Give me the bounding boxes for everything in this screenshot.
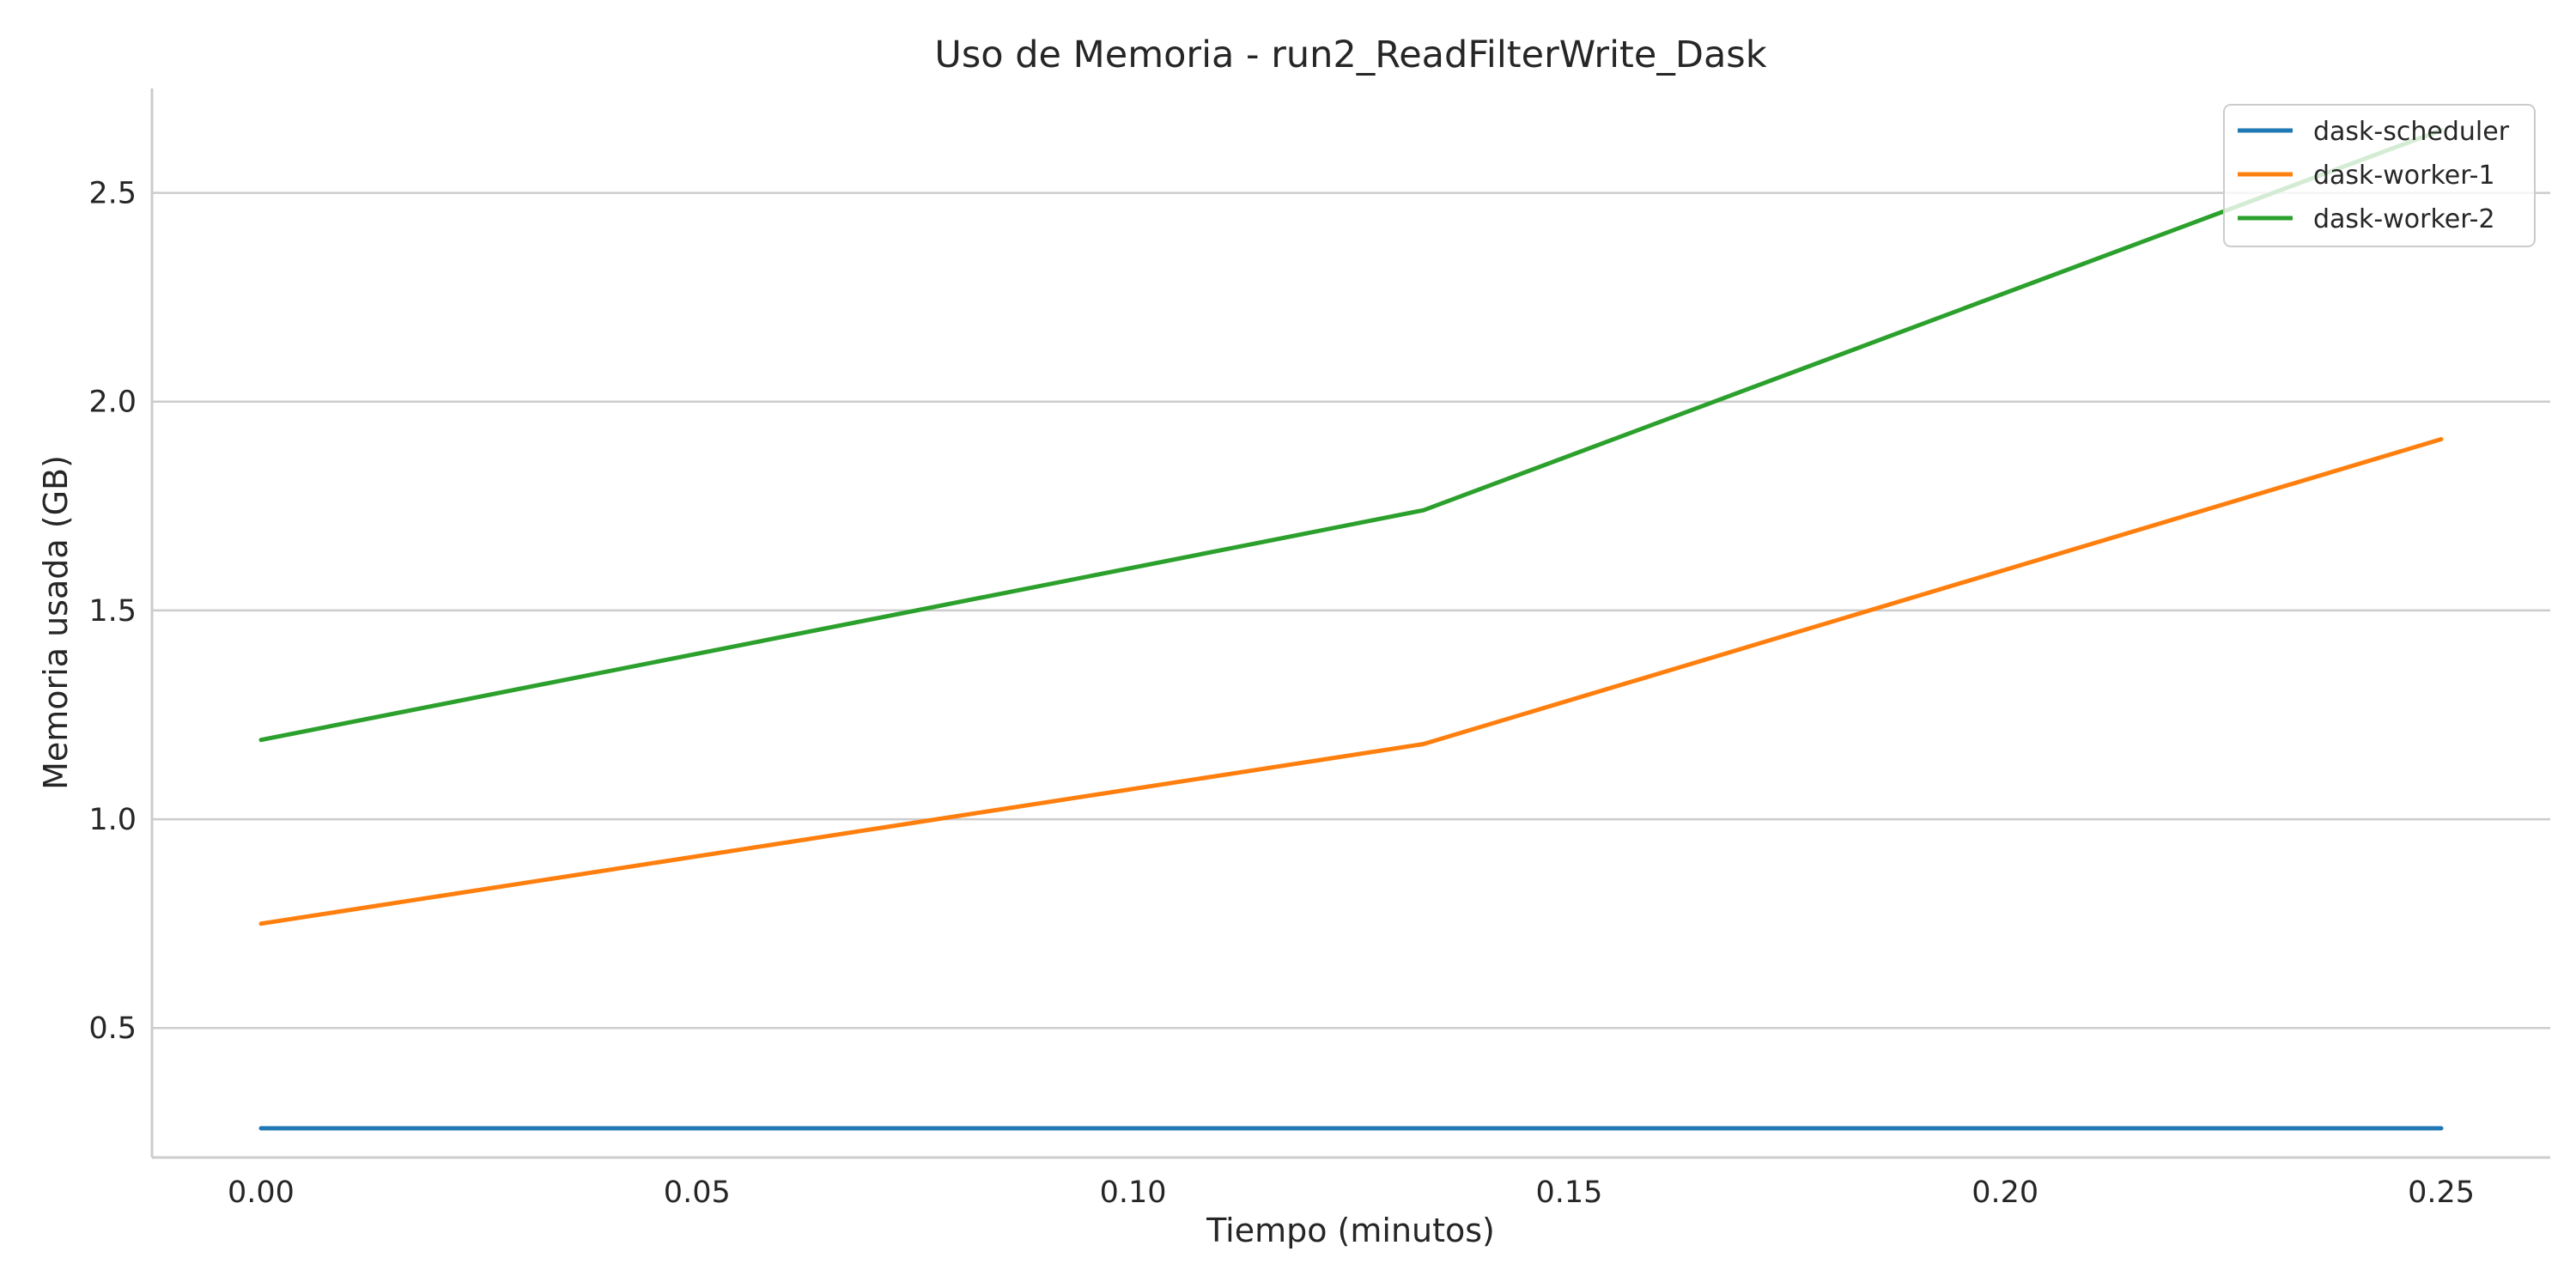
y-axis-label: Memoria usada (GB) xyxy=(37,455,75,790)
x-tick-label: 0.20 xyxy=(1971,1176,2038,1210)
legend-label: dask-worker-2 xyxy=(2313,204,2495,234)
x-axis-label: Tiempo (minutos) xyxy=(1206,1212,1495,1249)
x-tick-labels: 0.00 0.05 0.10 0.15 0.20 0.25 xyxy=(228,1176,2475,1210)
gridlines xyxy=(152,191,2550,1030)
legend-label: dask-scheduler xyxy=(2313,117,2510,147)
series-line-dask-worker-1 xyxy=(258,437,2444,927)
legend-items: dask-scheduler dask-worker-1 dask-worker-2 xyxy=(2238,117,2510,234)
y-tick-label: 1.0 xyxy=(88,803,137,837)
x-tick-label: 0.10 xyxy=(1100,1176,1167,1210)
legend: dask-scheduler dask-worker-1 dask-worker-2 xyxy=(2223,104,2536,247)
chart-title: Uso de Memoria - run2_ReadFilterWrite_Da… xyxy=(934,33,1766,76)
axes xyxy=(150,88,2550,1159)
y-tick-label: 0.5 xyxy=(88,1012,137,1046)
series-line-dask-worker-2 xyxy=(258,128,2444,743)
x-tick-label: 0.15 xyxy=(1535,1176,1602,1210)
x-tick-label: 0.05 xyxy=(664,1176,731,1210)
y-tick-labels: 0.5 1.0 1.5 2.0 2.5 xyxy=(88,177,137,1047)
series-lines xyxy=(258,128,2444,1131)
legend-label: dask-worker-1 xyxy=(2313,161,2495,191)
y-tick-label: 2.0 xyxy=(88,386,137,420)
legend-box xyxy=(2223,104,2536,247)
x-tick-label: 0.00 xyxy=(228,1176,295,1210)
y-tick-label: 1.5 xyxy=(88,594,137,629)
y-tick-label: 2.5 xyxy=(88,177,137,211)
x-tick-label: 0.25 xyxy=(2408,1176,2475,1210)
